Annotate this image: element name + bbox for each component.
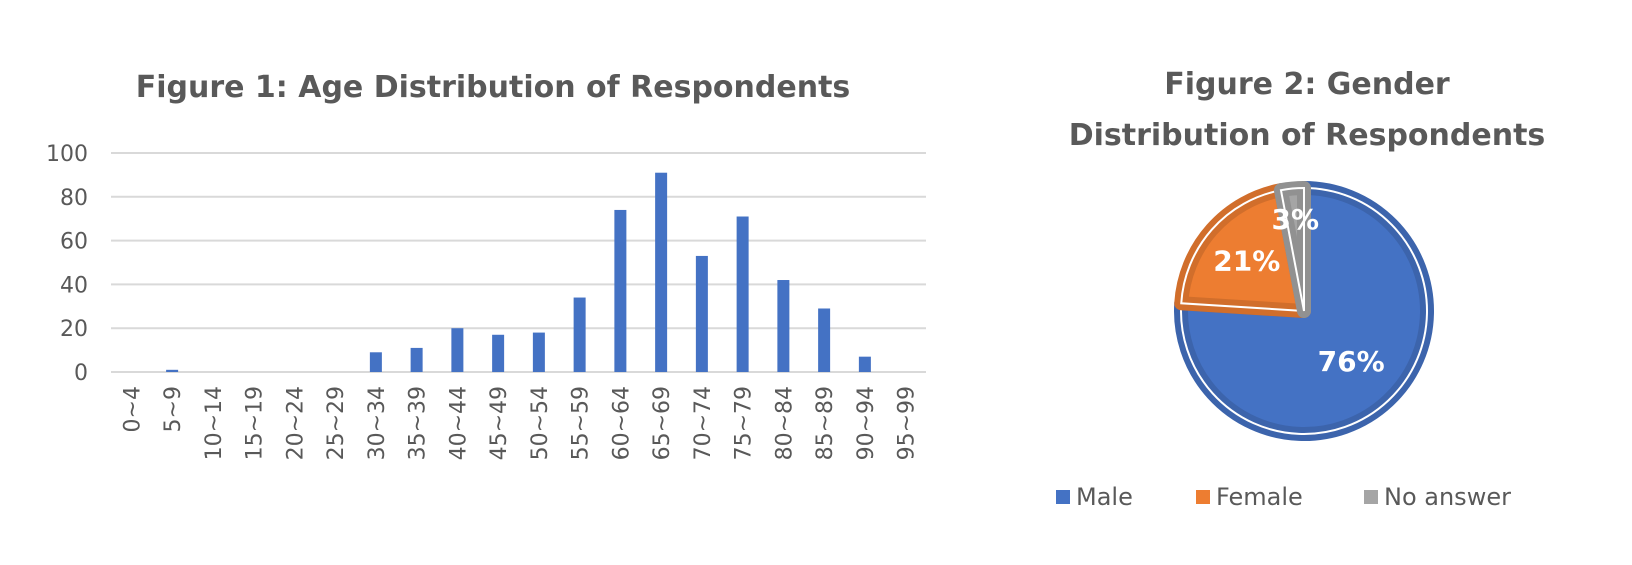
- bar: [695, 255, 708, 372]
- bar-chart-bars: [166, 172, 871, 372]
- x-tick-label: 25~29: [324, 386, 349, 460]
- x-tick-label: 80~84: [772, 386, 797, 460]
- age-bar-chart: Figure 1: Age Distribution of Respondent…: [46, 70, 926, 460]
- bar-chart-gridlines: [111, 152, 926, 373]
- legend-swatch: [1196, 490, 1210, 504]
- bar: [166, 369, 179, 372]
- y-tick-label: 40: [60, 273, 88, 298]
- y-tick-label: 80: [60, 186, 88, 211]
- pie-chart-title-line-1: Figure 2: Gender: [1164, 67, 1450, 102]
- x-tick-label: 35~39: [406, 386, 431, 460]
- bar: [492, 334, 505, 372]
- bar: [777, 280, 790, 372]
- pie-chart-legend: Male Female No answer: [1056, 483, 1511, 511]
- pie-slice-label: 21%: [1213, 245, 1280, 278]
- legend-label: Female: [1216, 483, 1303, 511]
- bar: [655, 172, 668, 372]
- bar-chart-y-axis: 0 20 40 60 80 100: [46, 142, 88, 386]
- bar: [573, 297, 586, 372]
- pie-chart-title-line-2: Distribution of Respondents: [1069, 118, 1546, 153]
- bar: [614, 209, 627, 372]
- x-tick-label: 50~54: [528, 386, 553, 460]
- y-tick-label: 100: [46, 142, 88, 167]
- x-tick-label: 30~34: [365, 386, 390, 460]
- bar: [818, 308, 831, 372]
- pie-slice-label: 76%: [1318, 345, 1385, 378]
- bar: [532, 332, 545, 372]
- x-tick-label: 20~24: [283, 386, 308, 460]
- x-tick-label: 60~64: [609, 386, 634, 460]
- x-tick-label: 10~14: [202, 386, 227, 460]
- pie-slice-border: [1180, 189, 1306, 313]
- bar-chart-x-axis: 0~4 5~9 10~14 15~19 20~24 25~29 30~34 35~39 40~4…: [120, 386, 919, 460]
- x-tick-label: 0~4: [120, 386, 145, 432]
- pie-chart-labels: 76% 21% 3%: [1213, 203, 1384, 378]
- x-tick-label: 15~19: [243, 386, 268, 460]
- x-tick-label: 65~69: [650, 386, 675, 460]
- legend-swatch: [1056, 490, 1070, 504]
- pie-chart-slices: [1174, 181, 1434, 441]
- y-tick-label: 60: [60, 230, 88, 255]
- x-tick-label: 90~94: [854, 386, 879, 460]
- y-tick-label: 20: [60, 317, 88, 342]
- bar: [369, 352, 382, 372]
- bar: [451, 328, 464, 372]
- bar: [736, 216, 749, 372]
- bar-chart-title: Figure 1: Age Distribution of Respondent…: [136, 70, 851, 105]
- x-tick-label: 55~59: [569, 386, 594, 460]
- x-tick-label: 70~74: [691, 386, 716, 460]
- x-tick-label: 45~49: [487, 386, 512, 460]
- x-tick-label: 85~89: [813, 386, 838, 460]
- bar: [410, 347, 423, 372]
- pie-slice-border: [1279, 186, 1305, 312]
- y-tick-label: 0: [74, 361, 88, 386]
- x-tick-label: 40~44: [446, 386, 471, 460]
- pie-slice-border: [1180, 186, 1428, 435]
- legend-label: Male: [1076, 483, 1133, 511]
- x-tick-label: 75~79: [732, 386, 757, 460]
- x-tick-label: 95~99: [895, 386, 920, 460]
- gender-pie-chart: Figure 2: Gender Distribution of Respond…: [1056, 67, 1545, 511]
- bar: [858, 356, 871, 372]
- legend-label: No answer: [1384, 483, 1511, 511]
- x-tick-label: 5~9: [161, 386, 186, 432]
- legend-swatch: [1364, 490, 1378, 504]
- pie-slice-label: 3%: [1272, 203, 1320, 236]
